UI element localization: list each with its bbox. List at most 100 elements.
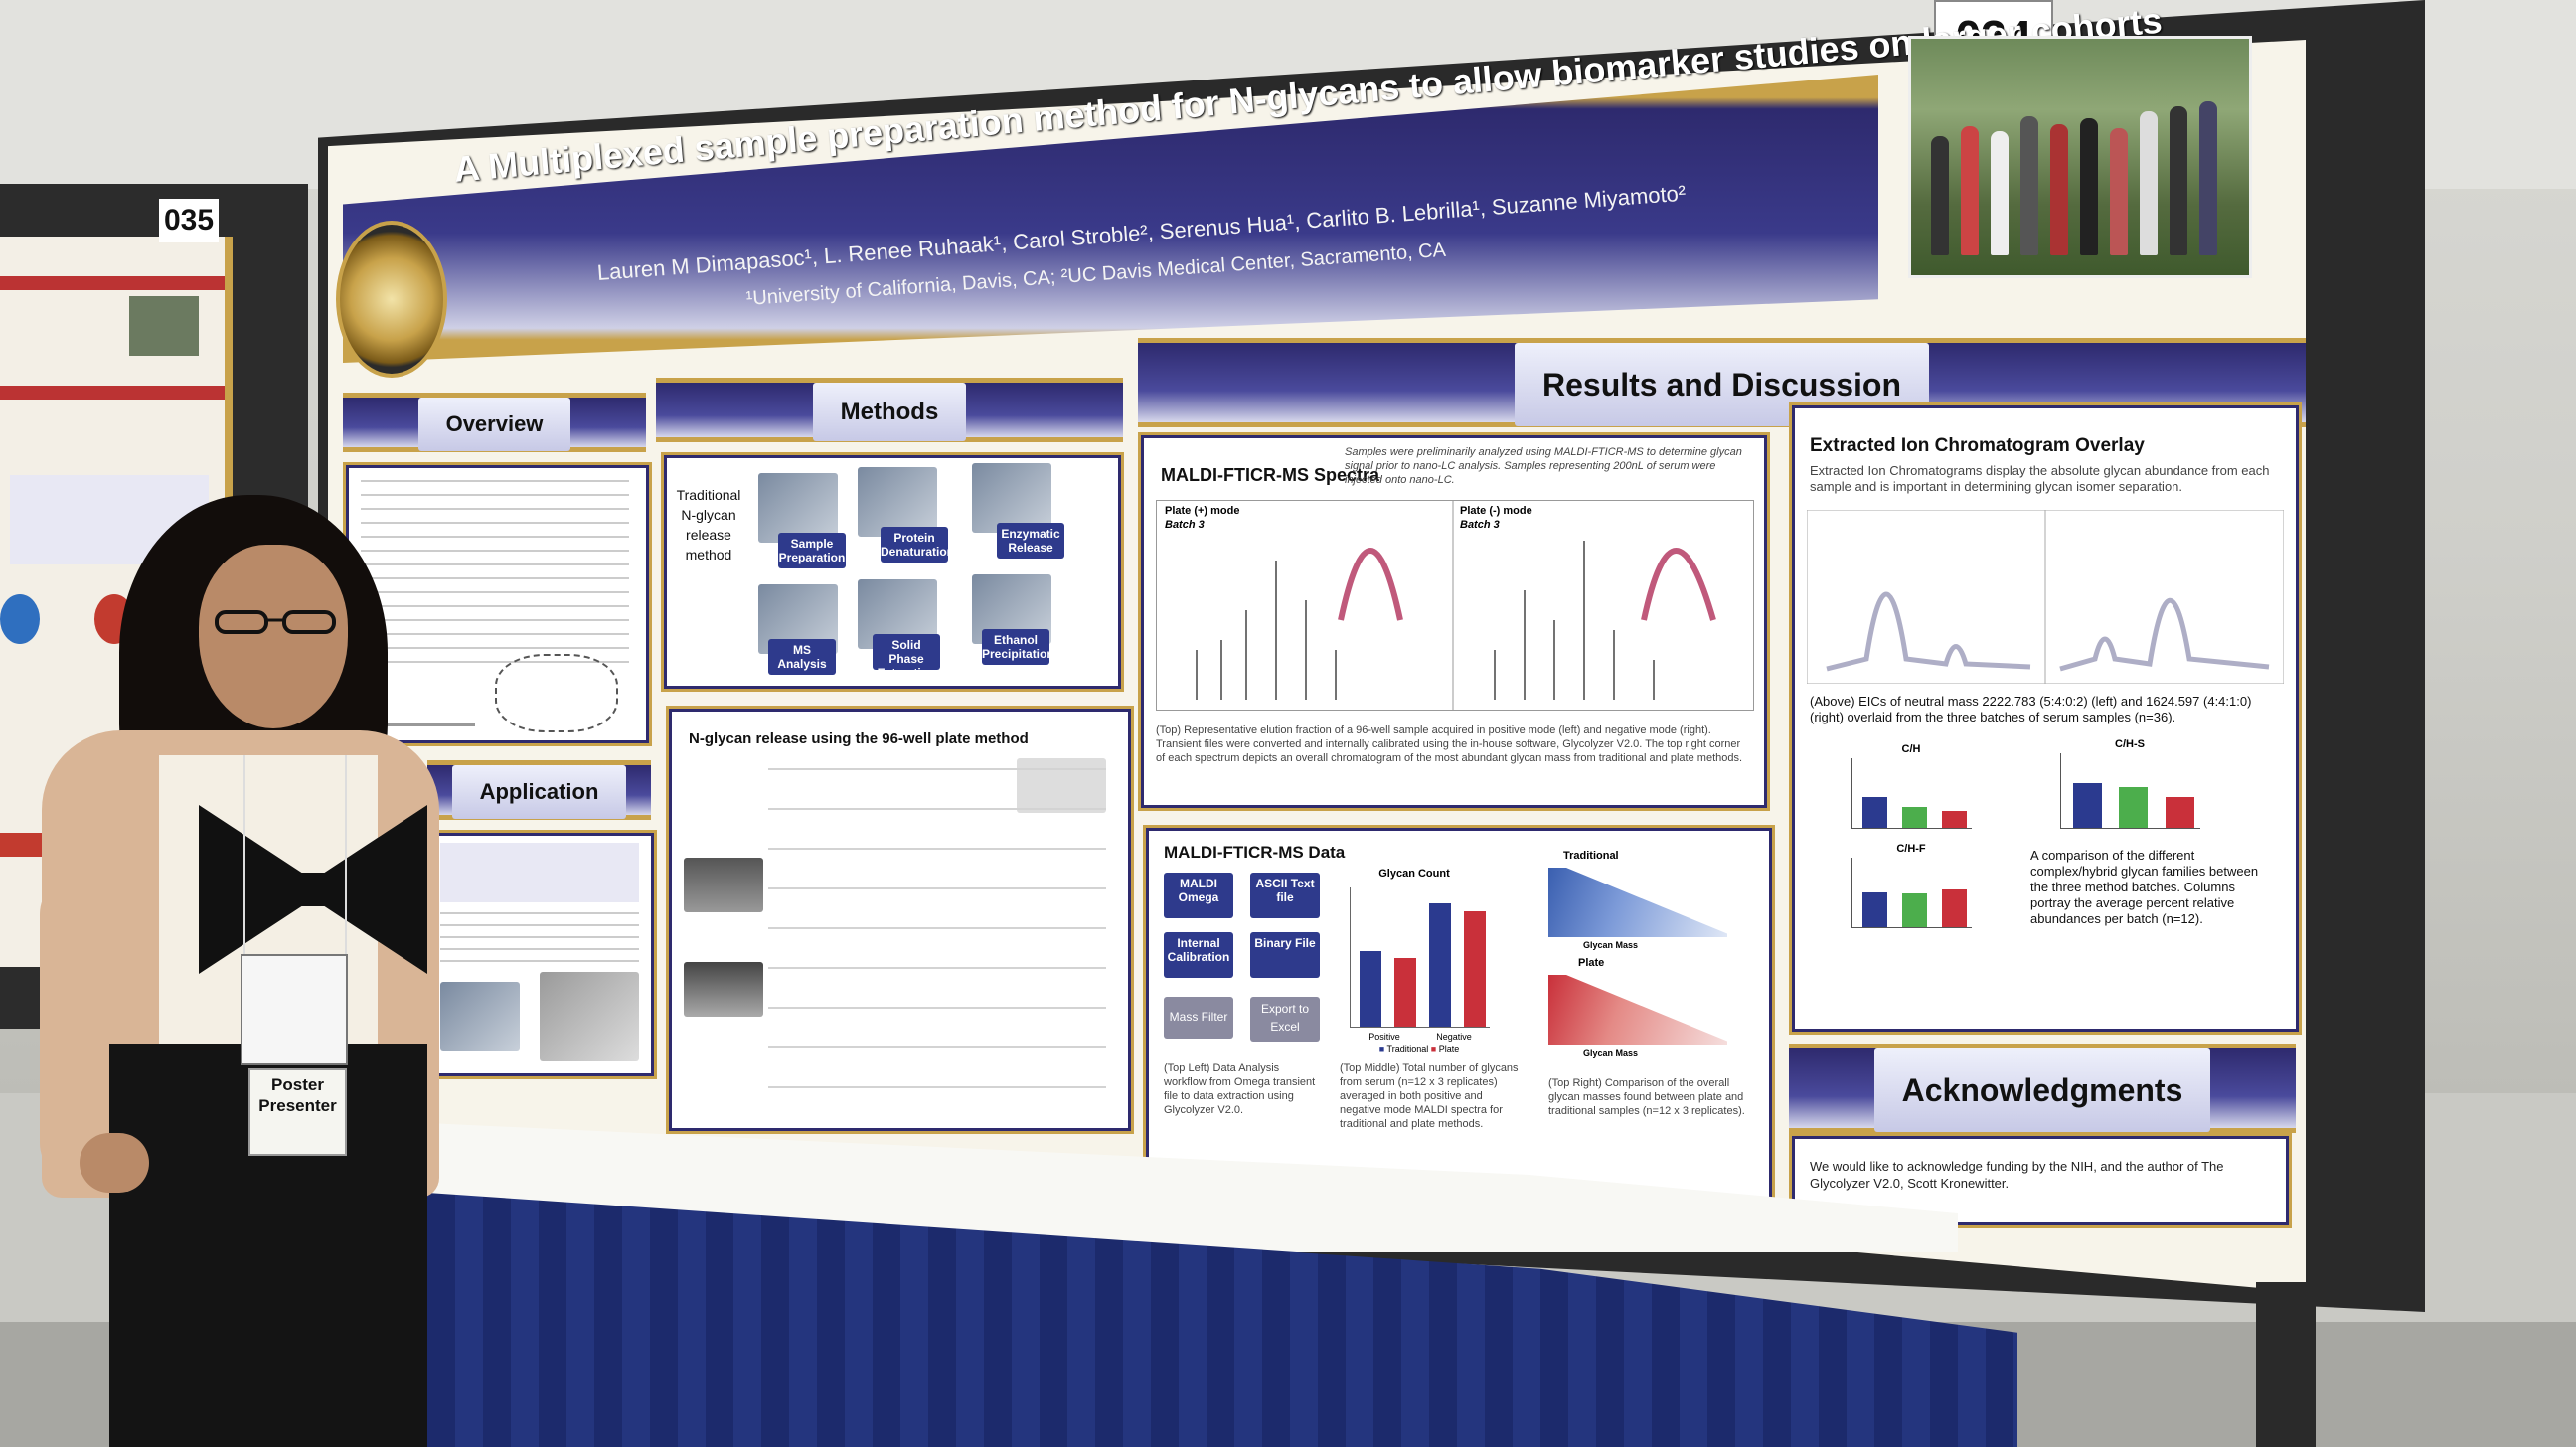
protein-figure bbox=[495, 654, 618, 732]
photo-person bbox=[2170, 106, 2187, 255]
category-positive: Positive bbox=[1368, 1032, 1400, 1042]
workflow-mass-filter: Mass Filter bbox=[1164, 997, 1233, 1039]
eic-title: Extracted Ion Chromatogram Overlay bbox=[1810, 435, 2145, 456]
bar-mark bbox=[1862, 892, 1887, 927]
minus-mode-label: Plate (-) mode bbox=[1460, 505, 1532, 517]
plate-mass-histogram bbox=[1548, 975, 1727, 1045]
presenter-hand bbox=[80, 1133, 149, 1193]
board-leg bbox=[2256, 1282, 2316, 1447]
photo-person bbox=[2020, 116, 2038, 255]
acknowledgment-text: We would like to acknowledge funding by … bbox=[1810, 1159, 2224, 1191]
step-enzymatic-release: Enzymatic Release bbox=[997, 523, 1064, 559]
photo-person bbox=[2140, 111, 2158, 255]
bar-mark bbox=[2166, 796, 2195, 828]
poster-stripe bbox=[0, 276, 225, 290]
minus-batch-label: Batch 3 bbox=[1460, 519, 1500, 531]
methods-header: Methods bbox=[656, 378, 1123, 442]
bar-title-ch: C/H bbox=[1901, 743, 1921, 755]
step-ms-analysis: MS Analysis bbox=[768, 639, 836, 675]
acknowledgments-header-label: Acknowledgments bbox=[1873, 1048, 2211, 1132]
maldi-data-title: MALDI-FTICR-MS Data bbox=[1164, 843, 1346, 862]
caption-top-middle: (Top Middle) Total number of glycans fro… bbox=[1340, 1062, 1519, 1130]
photo-person bbox=[1931, 136, 1949, 255]
plate-label: Plate bbox=[1578, 957, 1605, 969]
caption-top-right: (Top Right) Comparison of the overall gl… bbox=[1548, 1077, 1745, 1117]
overview-header: Overview bbox=[343, 393, 646, 452]
glycan-count-chart bbox=[1350, 887, 1490, 1028]
photo-person bbox=[1961, 126, 1979, 255]
ribbon-line2: Presenter bbox=[258, 1096, 337, 1115]
bar-mark bbox=[1428, 903, 1451, 1027]
eic-intro: Extracted Ion Chromatograms display the … bbox=[1810, 463, 2270, 494]
step-ethanol-precipitation: Ethanol Precipitation bbox=[982, 629, 1054, 665]
step-solid-phase-extraction: Solid Phase Extraction bbox=[873, 634, 940, 680]
traditional-method-panel: Traditional N-glycan release method Samp… bbox=[661, 452, 1124, 692]
traditional-label: Traditional bbox=[1563, 850, 1619, 862]
category-negative: Negative bbox=[1436, 1032, 1472, 1042]
glasses-icon bbox=[215, 610, 336, 634]
plus-mode-label: Plate (+) mode bbox=[1165, 505, 1240, 517]
application-table bbox=[440, 843, 639, 902]
photo-person bbox=[2080, 118, 2098, 255]
traditional-method-label: Traditional N-glycan release method bbox=[676, 487, 741, 563]
step-photo bbox=[758, 473, 838, 543]
workflow-ascii-file: ASCII Text file bbox=[1250, 873, 1320, 918]
bar-mark bbox=[1902, 807, 1927, 828]
presenter-face bbox=[199, 545, 348, 728]
bar-title-chf: C/H-F bbox=[1896, 843, 1926, 855]
traditional-mass-histogram bbox=[1548, 868, 1727, 937]
instrument-photo bbox=[684, 962, 763, 1017]
glycan-count-title: Glycan Count bbox=[1378, 868, 1450, 880]
bar-mark bbox=[1359, 950, 1381, 1027]
bar-mark bbox=[2119, 786, 2149, 828]
chart-chf bbox=[1852, 858, 1972, 928]
bar-mark bbox=[1862, 796, 1887, 828]
plate-photo bbox=[540, 972, 639, 1061]
workflow-binary-file: Binary File bbox=[1250, 932, 1320, 978]
maldi-data-panel: MALDI-FTICR-MS Data MALDI Omega ASCII Te… bbox=[1143, 825, 1775, 1208]
photo-person bbox=[2110, 128, 2128, 255]
centrifuge-photo bbox=[684, 858, 763, 912]
poster-presenter-ribbon: Poster Presenter bbox=[248, 1068, 347, 1156]
step-protein-denaturation: Protein Denaturation bbox=[881, 527, 954, 563]
plate-method-panel: N-glycan release using the 96-well plate… bbox=[666, 706, 1134, 1134]
lab-group-photo bbox=[1908, 36, 2252, 278]
plate-method-steps bbox=[768, 768, 1106, 1096]
eic-caption: (Above) EICs of neutral mass 2222.783 (5… bbox=[1810, 694, 2252, 724]
legend-plate: Plate bbox=[1438, 1045, 1460, 1054]
bar-mark bbox=[2072, 783, 2102, 828]
glycan-structure-figure bbox=[366, 664, 475, 726]
bar-mark bbox=[1463, 910, 1486, 1027]
application-text-block bbox=[440, 912, 639, 962]
maldi-spectra-caption: (Top) Representative elution fraction of… bbox=[1156, 724, 1743, 764]
maldi-spectra-intro: Samples were preliminarily analyzed usin… bbox=[1345, 446, 1742, 486]
workflow-internal-calibration: Internal Calibration bbox=[1164, 932, 1233, 978]
overview-text-block bbox=[361, 480, 629, 669]
pie-chart bbox=[0, 594, 40, 644]
ribbon-line1: Poster bbox=[271, 1075, 324, 1094]
methods-header-label: Methods bbox=[812, 383, 967, 441]
bar-mark bbox=[1942, 888, 1967, 927]
poster-stripe bbox=[0, 386, 225, 400]
overview-header-label: Overview bbox=[417, 398, 571, 451]
maldi-spectra-panel: MALDI-FTICR-MS Spectra Samples were prel… bbox=[1138, 432, 1770, 811]
eic-overlay-svg bbox=[1807, 510, 2284, 684]
plate-glycan-mass-label: Glycan Mass bbox=[1583, 1048, 1639, 1058]
maldi-spectra-title: MALDI-FTICR-MS Spectra bbox=[1161, 465, 1379, 485]
photo-person bbox=[1991, 131, 2009, 255]
neighbor-photo bbox=[129, 296, 199, 356]
caption-top-left: (Top Left) Data Analysis workflow from O… bbox=[1164, 1062, 1316, 1116]
photo-person bbox=[2050, 124, 2068, 255]
bar-mark bbox=[1902, 893, 1927, 927]
application-panel bbox=[427, 830, 657, 1079]
plate-method-title: N-glycan release using the 96-well plate… bbox=[689, 730, 1029, 747]
mass-spectra-svg bbox=[1196, 501, 1716, 710]
step-photo bbox=[858, 467, 937, 537]
workflow-maldi-omega: MALDI Omega bbox=[1164, 873, 1233, 918]
application-header-label: Application bbox=[451, 765, 627, 819]
lanyard bbox=[243, 755, 347, 954]
step-sample-preparation: Sample Preparation bbox=[778, 533, 846, 568]
acknowledgments-panel: We would like to acknowledge funding by … bbox=[1789, 1133, 2292, 1228]
name-badge bbox=[241, 954, 348, 1065]
step-photo bbox=[972, 463, 1051, 533]
